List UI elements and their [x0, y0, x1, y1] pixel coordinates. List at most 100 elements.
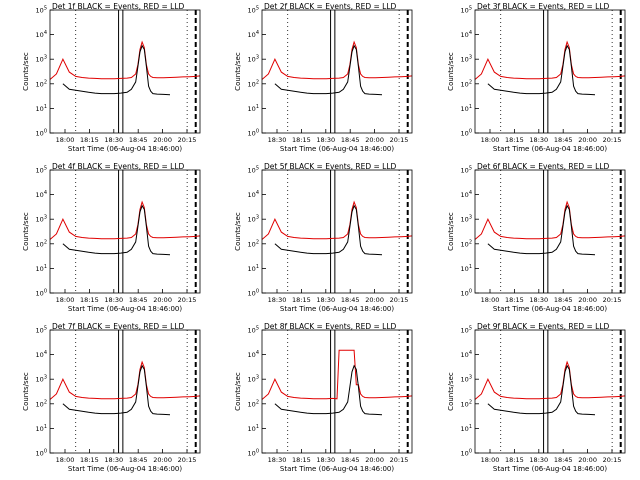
x-tick-label: 20:15 — [603, 136, 622, 144]
events-series-line — [487, 364, 596, 416]
x-tick-label: 20:15 — [178, 296, 197, 304]
x-tick-label: 18:15 — [80, 296, 99, 304]
x-tick-label: 18:30 — [316, 456, 335, 464]
x-tick-label: 18:15 — [292, 136, 311, 144]
y-tick-label: 100 — [461, 129, 472, 138]
y-tick-label: 103 — [248, 55, 259, 64]
events-series-line — [62, 364, 171, 416]
y-axis-label: Counts/sec — [234, 212, 242, 251]
x-axis-label: Start Time (06-Aug-04 18:46:00) — [280, 465, 394, 473]
y-tick-label: 101 — [248, 264, 259, 273]
y-tick-label: 100 — [461, 449, 472, 458]
events-series-line — [487, 204, 596, 256]
y-tick-label: 104 — [248, 350, 259, 359]
x-tick-label: 18:45 — [341, 456, 360, 464]
x-tick-label: 20:15 — [390, 456, 409, 464]
panel-6: Det 6f BLACK = Events, RED = LLD 100 101 10… — [447, 162, 626, 313]
y-tick-label: 105 — [461, 326, 472, 335]
x-tick-label: 18:45 — [554, 296, 573, 304]
x-tick-label: 18:30 — [268, 136, 287, 144]
x-tick-label: 18:30 — [529, 296, 548, 304]
panel-1: Det 1f BLACK = Events, RED = LLD 100 101 10… — [22, 2, 201, 153]
panel-4: Det 4f BLACK = Events, RED = LLD 100 101 10… — [22, 162, 201, 313]
y-tick-label: 104 — [461, 30, 472, 39]
x-tick-label: 18:15 — [80, 136, 99, 144]
y-tick-label: 104 — [461, 190, 472, 199]
y-tick-label: 105 — [248, 326, 259, 335]
panel-title: Det 6f BLACK = Events, RED = LLD — [477, 162, 610, 171]
y-tick-label: 102 — [36, 399, 47, 408]
y-tick-label: 100 — [36, 289, 47, 298]
y-tick-label: 104 — [36, 350, 47, 359]
y-tick-label: 103 — [248, 215, 259, 224]
y-tick-label: 105 — [248, 6, 259, 15]
x-tick-label: 18:30 — [316, 136, 335, 144]
panel-3: Det 3f BLACK = Events, RED = LLD 100 101 10… — [447, 2, 626, 153]
plot-frame — [49, 169, 201, 294]
y-axis-label: Counts/sec — [234, 372, 242, 411]
y-tick-label: 101 — [36, 104, 47, 113]
y-tick-label: 101 — [36, 424, 47, 433]
x-tick-label: 18:00 — [56, 296, 75, 304]
panel-7: Det 7f BLACK = Events, RED = LLD 100 101 10… — [22, 322, 201, 473]
x-tick-label: 20:00 — [365, 136, 384, 144]
x-axis-label: Start Time (06-Aug-04 18:46:00) — [280, 305, 394, 313]
x-tick-label: 20:00 — [153, 136, 172, 144]
y-tick-label: 100 — [36, 129, 47, 138]
lld-series-line — [261, 40, 413, 80]
plot-frame — [49, 9, 201, 134]
x-tick-label: 18:45 — [341, 136, 360, 144]
x-tick-label: 18:30 — [104, 456, 123, 464]
y-tick-label: 101 — [248, 424, 259, 433]
y-tick-label: 101 — [461, 264, 472, 273]
y-axis-label: Counts/sec — [447, 52, 455, 91]
y-tick-label: 100 — [248, 129, 259, 138]
x-tick-label: 20:00 — [578, 136, 597, 144]
lld-series-line — [49, 40, 201, 80]
x-tick-label: 18:15 — [292, 296, 311, 304]
x-tick-label: 18:30 — [268, 296, 287, 304]
y-tick-label: 103 — [461, 215, 472, 224]
panel-8: Det 8f BLACK = Events, RED = LLD 100 101 10… — [234, 322, 413, 473]
y-tick-label: 102 — [36, 79, 47, 88]
plot-frame — [49, 329, 201, 454]
x-tick-label: 18:45 — [129, 456, 148, 464]
y-tick-label: 103 — [461, 375, 472, 384]
x-axis-label: Start Time (06-Aug-04 18:46:00) — [68, 305, 182, 313]
y-tick-label: 103 — [36, 375, 47, 384]
x-tick-label: 20:15 — [390, 296, 409, 304]
x-tick-label: 20:00 — [153, 296, 172, 304]
y-tick-label: 103 — [248, 375, 259, 384]
y-tick-label: 104 — [36, 190, 47, 199]
x-tick-label: 20:15 — [603, 456, 622, 464]
y-tick-label: 103 — [36, 215, 47, 224]
plot-frame — [261, 9, 413, 134]
y-tick-label: 101 — [461, 424, 472, 433]
x-axis-label: Start Time (06-Aug-04 18:46:00) — [493, 145, 607, 153]
panel-title: Det 7f BLACK = Events, RED = LLD — [52, 322, 185, 331]
lld-series-line — [474, 360, 626, 400]
x-tick-label: 20:00 — [578, 296, 597, 304]
x-tick-label: 18:00 — [481, 136, 500, 144]
x-tick-label: 20:15 — [390, 136, 409, 144]
plot-frame — [261, 329, 413, 454]
x-tick-label: 18:45 — [129, 136, 148, 144]
x-tick-label: 18:15 — [505, 456, 524, 464]
lld-series-line — [49, 200, 201, 240]
x-tick-label: 18:30 — [529, 456, 548, 464]
x-tick-label: 18:00 — [56, 456, 75, 464]
events-series-line — [62, 44, 171, 96]
y-axis-label: Counts/sec — [22, 52, 30, 91]
panel-5: Det 5f BLACK = Events, RED = LLD 100 101 10… — [234, 162, 413, 313]
y-tick-label: 102 — [461, 79, 472, 88]
events-series-line — [274, 204, 383, 256]
plot-frame — [474, 329, 626, 454]
y-tick-label: 102 — [248, 239, 259, 248]
y-axis-label: Counts/sec — [22, 212, 30, 251]
y-tick-label: 102 — [461, 239, 472, 248]
x-tick-label: 18:30 — [316, 296, 335, 304]
x-axis-label: Start Time (06-Aug-04 18:46:00) — [68, 145, 182, 153]
x-axis-label: Start Time (06-Aug-04 18:46:00) — [68, 465, 182, 473]
x-tick-label: 18:00 — [481, 296, 500, 304]
